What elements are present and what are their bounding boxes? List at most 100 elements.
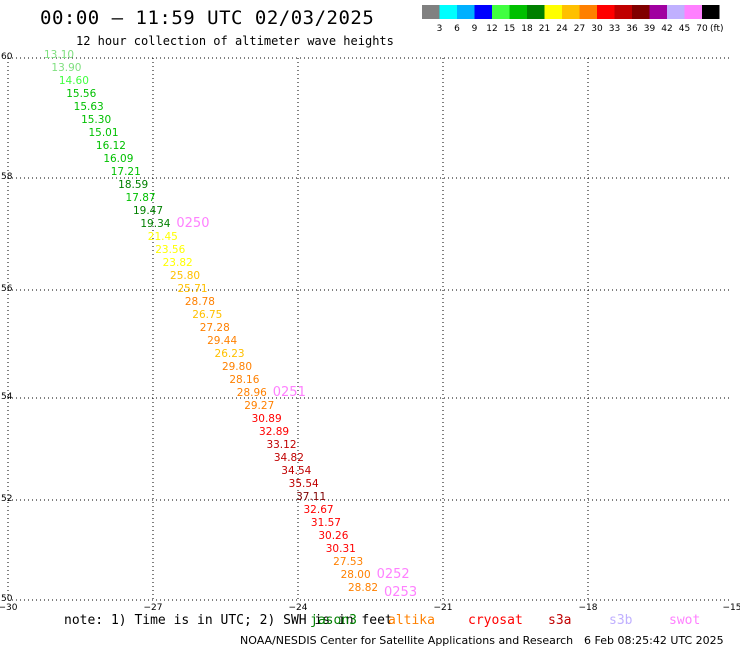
- wave-height-value: 21.45: [148, 231, 178, 243]
- latitude-tick-label: 50: [1, 594, 13, 604]
- wave-height-color-legend: 3 6 9 12 15 18 21 24 27 30 33 36 39 42 45 70 (ft): [422, 5, 724, 34]
- legend-label: 45: [679, 24, 690, 34]
- wave-height-value: 26.23: [215, 348, 245, 360]
- latitude-tick-label: 52: [1, 494, 12, 504]
- generated-timestamp: 6 Feb 08:25:42 UTC 2025: [584, 634, 724, 647]
- wave-height-value: 17.87: [126, 192, 156, 204]
- wave-height-value: 37.11: [296, 491, 326, 503]
- longitude-tick-label: −21: [434, 603, 453, 613]
- legend-label: 27: [574, 24, 585, 34]
- wave-height-value: 29.44: [207, 335, 237, 347]
- wave-height-value: 29.80: [222, 361, 252, 373]
- longitude-tick-label: −30: [0, 603, 18, 613]
- legend-label: 39: [644, 24, 656, 34]
- satellite-cryosat-label: cryosat: [468, 613, 523, 628]
- legend-label: 12: [486, 24, 497, 34]
- wave-height-value: 17.21: [111, 166, 141, 178]
- legend-swatch: [614, 5, 632, 19]
- wave-height-value: 18.59: [118, 179, 148, 191]
- legend-swatch: [422, 5, 440, 19]
- latitude-tick-label: 58: [1, 172, 13, 182]
- longitude-tick-label: −18: [579, 603, 598, 613]
- legend-swatch: [457, 5, 475, 19]
- wave-height-value: 23.56: [155, 244, 185, 256]
- legend-swatch: [439, 5, 457, 19]
- legend-swatch: [667, 5, 685, 19]
- latitude-tick-label: 54: [1, 392, 13, 402]
- wave-height-value: 27.53: [333, 556, 363, 568]
- pass-time-label: 0253: [384, 585, 417, 600]
- wave-height-value: 19.47: [133, 205, 163, 217]
- wave-height-value: 28.82: [348, 582, 378, 594]
- pass-time-label: 0251: [273, 385, 306, 400]
- wave-height-value: 32.67: [304, 504, 334, 516]
- wave-height-value: 28.16: [229, 374, 259, 386]
- legend-swatch: [684, 5, 702, 19]
- legend-swatch: [474, 5, 492, 19]
- legend-label: 42: [661, 24, 672, 34]
- wave-height-value: 19.34: [140, 218, 170, 230]
- wave-height-value: 26.75: [192, 309, 222, 321]
- wave-height-value: 13.90: [51, 62, 81, 74]
- wave-height-value: 30.89: [252, 413, 282, 425]
- legend-label: 24: [556, 24, 568, 34]
- latitude-tick-label: 60: [1, 52, 13, 62]
- legend-label: 36: [626, 24, 638, 34]
- satellite-s3a-label: s3a: [548, 613, 572, 628]
- satellite-s3b-label: s3b: [609, 613, 633, 628]
- legend-unit: (ft): [710, 24, 724, 34]
- wave-height-value: 27.28: [200, 322, 230, 334]
- map-title: 00:00 – 11:59 UTC 02/03/2025: [40, 7, 375, 29]
- wave-height-value: 28.00: [341, 569, 371, 581]
- wave-height-value: 29.27: [244, 400, 274, 412]
- wave-height-value: 13.10: [44, 49, 74, 61]
- wave-height-value: 31.57: [311, 517, 341, 529]
- legend-swatch: [544, 5, 562, 19]
- legend-swatch: [509, 5, 527, 19]
- footer-note: note: 1) Time is in UTC; 2) SWH is in fe…: [64, 613, 393, 628]
- legend-label: 3: [437, 24, 443, 34]
- latitude-tick-label: 56: [1, 284, 13, 294]
- wave-height-value: 34.82: [274, 452, 304, 464]
- wave-height-value: 14.60: [59, 75, 89, 87]
- longitude-tick-label: −24: [289, 603, 308, 613]
- legend-label: 70: [696, 24, 708, 34]
- legend-swatch: [649, 5, 667, 19]
- legend-label: 21: [539, 24, 550, 34]
- map-subtitle: 12 hour collection of altimeter wave hei…: [76, 34, 394, 48]
- satellite-altika-label: altika: [388, 613, 435, 628]
- wave-height-value: 16.09: [103, 153, 133, 165]
- wave-height-value: 15.63: [74, 101, 104, 113]
- wave-height-value: 34.54: [281, 465, 311, 477]
- wave-height-value: 16.12: [96, 140, 126, 152]
- satellite-jason3-label: jason3: [310, 613, 357, 628]
- wave-height-value: 30.26: [318, 530, 348, 542]
- wave-height-value: 33.12: [266, 439, 296, 451]
- wave-height-value: 15.56: [66, 88, 96, 100]
- longitude-tick-label: −27: [144, 603, 163, 613]
- wave-height-value: 15.30: [81, 114, 111, 126]
- legend-label: 30: [591, 24, 603, 34]
- wave-height-value: 23.82: [163, 257, 193, 269]
- legend-swatch: [492, 5, 510, 19]
- wave-height-value: 15.01: [88, 127, 118, 139]
- legend-swatch: [632, 5, 650, 19]
- longitude-tick-label: −15: [723, 603, 740, 613]
- legend-swatch: [702, 5, 720, 19]
- wave-height-value: 28.78: [185, 296, 215, 308]
- wave-height-value: 25.71: [177, 283, 207, 295]
- satellite-swot-label: swot: [669, 613, 701, 628]
- legend-label: 9: [472, 24, 478, 34]
- legend-label: 6: [454, 24, 460, 34]
- credit-line: NOAA/NESDIS Center for Satellite Applica…: [240, 634, 574, 647]
- wave-height-value: 35.54: [289, 478, 319, 490]
- legend-swatch: [579, 5, 597, 19]
- wave-height-value: 30.31: [326, 543, 356, 555]
- wave-height-value: 28.96: [237, 387, 267, 399]
- legend-label: 15: [504, 24, 515, 34]
- legend-swatch: [597, 5, 615, 19]
- legend-swatch: [527, 5, 545, 19]
- wave-height-value: 25.80: [170, 270, 200, 282]
- pass-time-label: 0252: [377, 567, 410, 582]
